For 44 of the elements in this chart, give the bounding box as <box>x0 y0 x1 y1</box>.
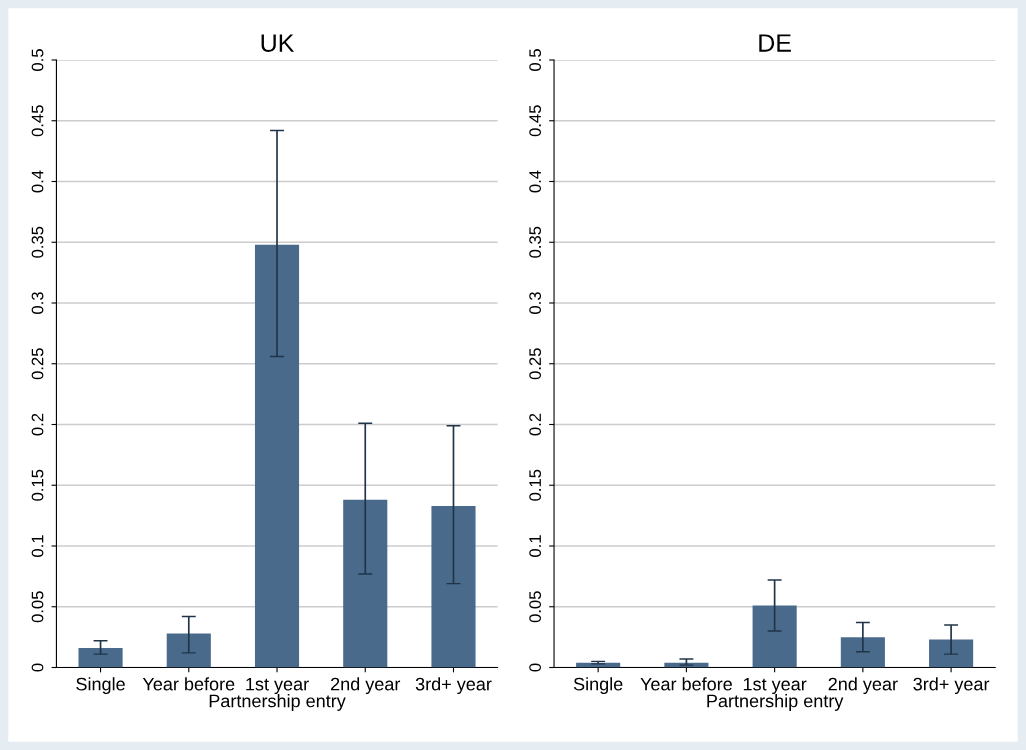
bar <box>254 244 300 668</box>
y-tick-label: 0.2 <box>529 413 542 436</box>
y-tick-label: 0 <box>31 663 44 672</box>
x-axis-title: Partnership entry <box>209 694 346 711</box>
y-tick-label: 0.2 <box>31 413 44 436</box>
y-tick-label: 0.45 <box>31 105 44 137</box>
bar <box>343 499 388 668</box>
y-tick-label: 0.15 <box>31 469 44 501</box>
x-tick-label: 2nd year <box>828 677 898 695</box>
x-tick-label: Year before <box>640 677 732 691</box>
y-tick-label: 0.1 <box>529 535 542 557</box>
y-tick-label: 0 <box>529 663 542 672</box>
y-tick-label: 0.25 <box>529 348 542 380</box>
y-tick-label: 0.4 <box>529 170 542 193</box>
x-tick-label: Single <box>76 677 125 695</box>
chart-title: UK <box>261 34 295 52</box>
x-tick-label: 2nd year <box>331 677 401 695</box>
bar <box>752 605 797 668</box>
y-tick-label: 0.35 <box>529 226 542 258</box>
y-tick-label: 0.05 <box>31 591 44 623</box>
y-tick-label: 0.15 <box>529 469 542 501</box>
x-tick-label: 3rd+ year <box>913 677 990 695</box>
y-tick-label: 0.1 <box>31 535 44 557</box>
y-tick-label: 0.3 <box>529 292 542 314</box>
x-tick-label: 1st year <box>743 677 807 695</box>
y-tick-label: 0.4 <box>31 170 44 193</box>
bar <box>929 639 974 668</box>
y-tick-label: 0.35 <box>31 226 44 258</box>
bar <box>840 637 885 668</box>
x-tick-label: Single <box>573 677 623 695</box>
y-tick-label: 0.5 <box>31 49 44 71</box>
y-tick-label: 0.05 <box>529 591 542 623</box>
x-tick-label: Year before <box>142 677 235 691</box>
y-tick-label: 0.45 <box>529 105 542 137</box>
y-tick-label: 0.25 <box>31 348 44 380</box>
x-tick-label: 3rd+ year <box>415 677 492 695</box>
x-axis-title: Partnership entry <box>707 694 844 711</box>
y-tick-label: 0.5 <box>529 49 542 71</box>
x-tick-label: 1st year <box>246 677 309 695</box>
bar <box>166 633 211 668</box>
chart-title: DE <box>759 34 791 52</box>
bar <box>431 505 476 668</box>
bar <box>78 648 123 668</box>
y-tick-label: 0.3 <box>31 292 44 314</box>
